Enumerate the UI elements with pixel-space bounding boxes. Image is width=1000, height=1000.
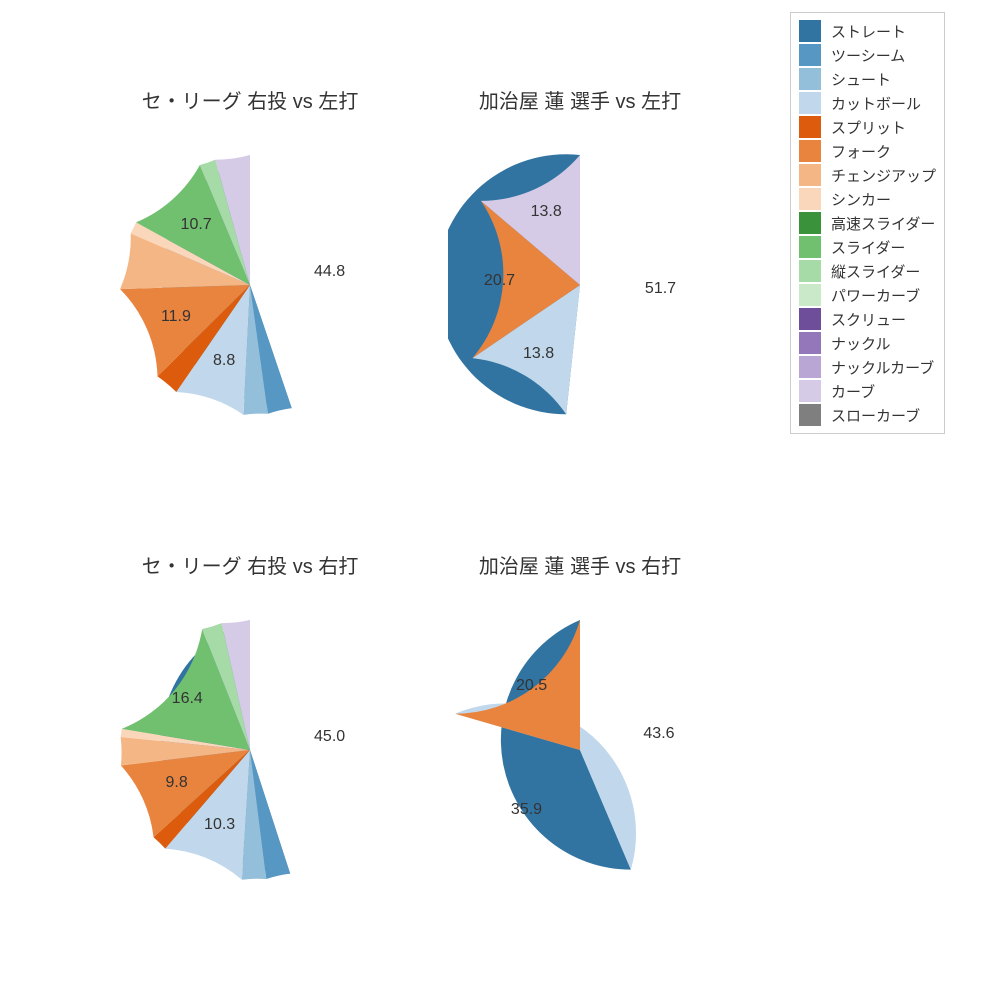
legend-item: スローカーブ xyxy=(799,403,936,427)
legend-swatch xyxy=(799,164,821,186)
pie-chart: 44.8 8.8 11.9 10.7 xyxy=(118,153,382,417)
legend-item: ツーシーム xyxy=(799,43,936,67)
pie-chart: 45.0 10.3 9.8 16.4 xyxy=(118,618,382,882)
legend-item: パワーカーブ xyxy=(799,283,936,307)
legend-label: シュート xyxy=(831,69,891,90)
legend-swatch xyxy=(799,404,821,426)
legend-item: ナックルカーブ xyxy=(799,355,936,379)
legend-swatch xyxy=(799,332,821,354)
pie-svg xyxy=(118,618,382,882)
slice-label: 10.7 xyxy=(181,216,212,234)
legend-swatch xyxy=(799,44,821,66)
legend-swatch xyxy=(799,356,821,378)
slice-label: 35.9 xyxy=(511,801,542,819)
slice-label: 43.6 xyxy=(643,725,674,743)
legend-swatch xyxy=(799,140,821,162)
legend-item: フォーク xyxy=(799,139,936,163)
legend: ストレートツーシームシュートカットボールスプリットフォークチェンジアップシンカー… xyxy=(790,12,945,434)
legend-item: スクリュー xyxy=(799,307,936,331)
slice-label: 8.8 xyxy=(213,352,235,370)
legend-label: 縦スライダー xyxy=(831,261,920,282)
legend-label: スローカーブ xyxy=(831,405,920,426)
legend-label: カーブ xyxy=(831,381,875,402)
chart-title: セ・リーグ 右投 vs 左打 xyxy=(90,85,410,114)
legend-swatch xyxy=(799,68,821,90)
slice-label: 13.8 xyxy=(531,203,562,221)
pie-svg xyxy=(448,618,712,882)
legend-label: ナックルカーブ xyxy=(831,357,934,378)
legend-swatch xyxy=(799,92,821,114)
slice-label: 16.4 xyxy=(172,690,203,708)
legend-swatch xyxy=(799,308,821,330)
legend-item: シンカー xyxy=(799,187,936,211)
legend-label: 高速スライダー xyxy=(831,213,935,234)
pie-svg xyxy=(118,153,382,417)
chart-grid: 44.8 8.8 11.9 10.7 セ・リーグ 右投 vs 左打 51.7 13.8 20.… xyxy=(0,0,1000,1000)
legend-label: ストレート xyxy=(831,21,906,42)
legend-item: ストレート xyxy=(799,19,936,43)
chart-title: セ・リーグ 右投 vs 右打 xyxy=(90,550,410,579)
legend-item: チェンジアップ xyxy=(799,163,936,187)
slice-label: 11.9 xyxy=(161,308,191,326)
legend-swatch xyxy=(799,188,821,210)
legend-label: チェンジアップ xyxy=(831,165,936,186)
pie-chart: 43.6 35.9 20.5 xyxy=(448,618,712,882)
slice-label: 44.8 xyxy=(314,263,345,281)
legend-item: スライダー xyxy=(799,235,936,259)
legend-item: 縦スライダー xyxy=(799,259,936,283)
slice-label: 10.3 xyxy=(204,816,235,834)
legend-swatch xyxy=(799,236,821,258)
legend-label: スクリュー xyxy=(831,309,906,330)
legend-label: シンカー xyxy=(831,189,891,210)
legend-item: シュート xyxy=(799,67,936,91)
slice-label: 13.8 xyxy=(523,345,554,363)
legend-item: 高速スライダー xyxy=(799,211,936,235)
pie-chart: 51.7 13.8 20.7 13.8 xyxy=(448,153,712,417)
legend-label: フォーク xyxy=(831,141,891,162)
legend-label: スライダー xyxy=(831,237,905,258)
slice-label: 20.5 xyxy=(516,677,547,695)
slice-label: 51.7 xyxy=(645,280,676,298)
chart-title: 加治屋 蓮 選手 vs 左打 xyxy=(420,85,740,114)
legend-swatch xyxy=(799,380,821,402)
slice-label: 9.8 xyxy=(166,774,188,792)
legend-label: スプリット xyxy=(831,117,906,138)
legend-swatch xyxy=(799,260,821,282)
legend-label: ツーシーム xyxy=(831,45,905,66)
chart-title: 加治屋 蓮 選手 vs 右打 xyxy=(420,550,740,579)
legend-label: カットボール xyxy=(831,93,921,114)
slice-label: 20.7 xyxy=(484,272,515,290)
legend-label: パワーカーブ xyxy=(831,285,920,306)
legend-item: カットボール xyxy=(799,91,936,115)
legend-item: カーブ xyxy=(799,379,936,403)
legend-swatch xyxy=(799,284,821,306)
slice-label: 45.0 xyxy=(314,728,345,746)
legend-item: スプリット xyxy=(799,115,936,139)
legend-swatch xyxy=(799,212,821,234)
legend-swatch xyxy=(799,116,821,138)
legend-item: ナックル xyxy=(799,331,936,355)
legend-swatch xyxy=(799,20,821,42)
legend-label: ナックル xyxy=(831,333,891,354)
